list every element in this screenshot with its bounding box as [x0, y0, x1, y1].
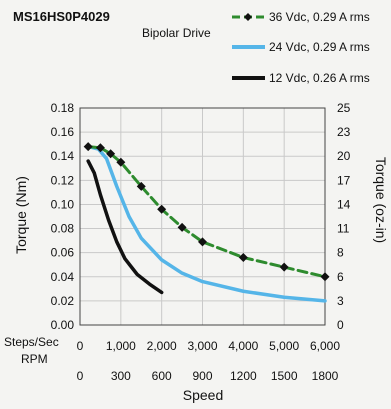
y-tick-label-right: 8 — [337, 246, 344, 260]
chart-title: MS16HS0P4029 — [13, 9, 110, 24]
y-tick-label-right: 17 — [337, 173, 351, 187]
y-ticks-right: 0 3 6 8 11 14 17 20 23 25 — [337, 101, 351, 332]
x-tick-label-steps: 1,000 — [106, 339, 136, 353]
series-point-36v — [320, 272, 330, 282]
series-point-36v — [116, 157, 126, 167]
y-axis-right-title: Torque (oz-in) — [373, 157, 389, 243]
series-line-12v — [86, 159, 164, 295]
y-tick-label-right: 14 — [337, 197, 351, 211]
chart-subtitle: Bipolar Drive — [142, 26, 211, 40]
x-axis-top-label: Steps/Sec — [4, 335, 59, 349]
y-tick-label-left: 0.04 — [51, 270, 75, 284]
x-tick-label-steps: 5,000 — [269, 339, 299, 353]
series-point-36v — [238, 252, 248, 262]
x-tick-label-rpm: 300 — [111, 369, 131, 383]
series-point-36v — [83, 142, 93, 152]
x-tick-label-rpm: 900 — [192, 369, 212, 383]
y-tick-label-right: 0 — [337, 318, 344, 332]
y-tick-label-right: 23 — [337, 125, 351, 139]
plot-frame — [79, 107, 326, 326]
x-tick-label-steps: 6,000 — [310, 339, 340, 353]
y-tick-label-right: 20 — [337, 149, 351, 163]
x-tick-label-rpm: 1800 — [312, 369, 339, 383]
legend-marker-36v — [244, 13, 252, 21]
y-tick-label-left: 0.18 — [51, 101, 75, 115]
y-tick-label-left: 0.00 — [51, 318, 75, 332]
series-point-36v — [198, 237, 207, 247]
y-tick-label-right: 6 — [337, 270, 344, 284]
y-tick-label-right: 3 — [337, 294, 344, 308]
y-tick-label-left: 0.12 — [51, 173, 75, 187]
legend-label-24v: 24 Vdc, 0.29 A rms — [269, 40, 370, 54]
legend-label-12v: 12 Vdc, 0.26 A rms — [269, 71, 370, 85]
x-ticks-rpm: 0 300 600 900 1200 1500 1800 — [77, 369, 339, 383]
x-ticks-steps: 0 1,000 2,000 3,000 4,000 5,000 6,000 — [77, 339, 341, 353]
series-point-36v — [106, 149, 116, 159]
y-tick-label-left: 0.16 — [51, 125, 75, 139]
grid — [79, 107, 326, 326]
x-axis-title: Speed — [183, 387, 223, 403]
x-tick-label-steps: 0 — [77, 339, 84, 353]
series-layer — [83, 142, 330, 303]
legend-label-36v: 36 Vdc, 0.29 A rms — [269, 10, 370, 24]
x-axis-bottom-label: RPM — [21, 352, 48, 366]
y-tick-label-right: 11 — [337, 222, 350, 236]
x-tick-label-steps: 3,000 — [187, 339, 217, 353]
y-tick-label-left: 0.10 — [51, 197, 75, 211]
x-tick-label-rpm: 600 — [152, 369, 172, 383]
series-point-36v — [279, 262, 289, 272]
series-point-36v — [157, 204, 167, 214]
y-tick-label-left: 0.08 — [51, 222, 75, 236]
y-tick-label-left: 0.14 — [51, 149, 75, 163]
x-tick-label-steps: 2,000 — [147, 339, 177, 353]
series-point-36v — [136, 181, 146, 191]
y-tick-label-left: 0.06 — [51, 246, 75, 260]
x-tick-label-rpm: 1500 — [271, 369, 298, 383]
y-axis-left-title: Torque (Nm) — [13, 176, 29, 254]
series-point-36v — [95, 143, 105, 153]
series-line-24v — [86, 144, 327, 303]
x-tick-label-steps: 4,000 — [228, 339, 258, 353]
y-ticks-left: 0.00 0.02 0.04 0.06 0.08 0.10 0.12 0.14 0.16 0.18 — [51, 101, 75, 332]
x-tick-label-rpm: 1200 — [230, 369, 257, 383]
x-tick-label-rpm: 0 — [77, 369, 84, 383]
legend: 36 Vdc, 0.29 A rms 24 Vdc, 0.29 A rms 12 V… — [232, 10, 370, 85]
y-tick-label-left: 0.02 — [51, 294, 75, 308]
series-point-36v — [177, 222, 187, 232]
y-tick-label-right: 25 — [337, 101, 351, 115]
